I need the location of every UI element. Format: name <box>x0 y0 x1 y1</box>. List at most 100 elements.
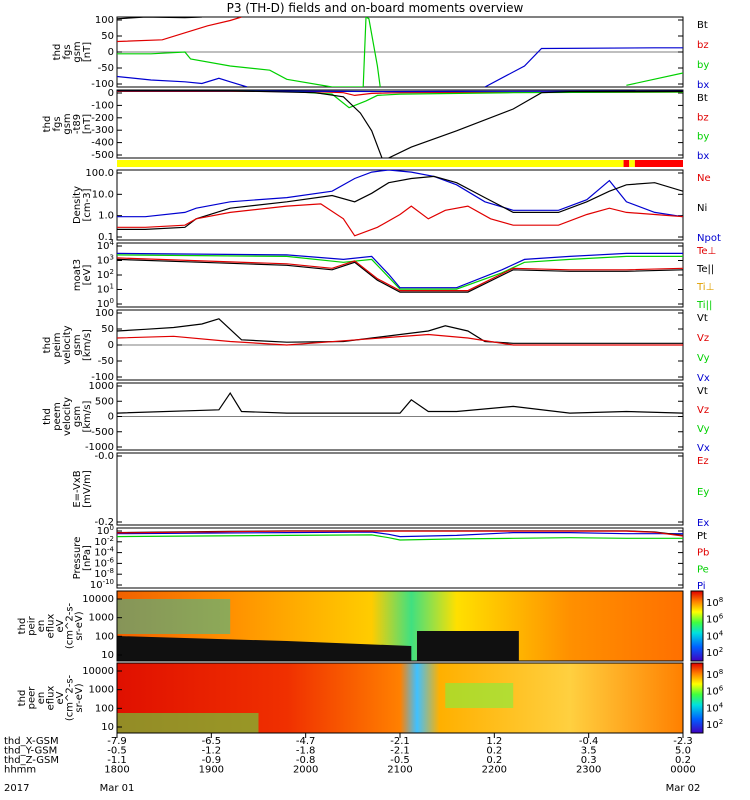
series-line-Bt <box>117 17 202 20</box>
x-tick-label: 1800 <box>104 765 129 776</box>
legend-entry: by <box>697 132 709 143</box>
y-axis-label: thd <box>52 44 63 61</box>
series-line-bx <box>484 47 683 87</box>
x-tick-label: 2000 <box>293 765 318 776</box>
x-tick-label: -1.8 <box>296 746 316 757</box>
y-tick-label: 10 <box>101 722 114 733</box>
y-axis-label: thd <box>42 337 53 354</box>
legend-entry: Vx <box>697 443 710 454</box>
x-tick-label: 2200 <box>482 765 507 776</box>
legend-entry: Ni <box>697 203 707 214</box>
y-tick-label: 10-8 <box>94 567 114 580</box>
low-energy-band <box>117 713 259 733</box>
panel-frame <box>116 242 684 308</box>
series-line-bz <box>117 17 242 43</box>
x-tick-label: 0.2 <box>486 746 502 757</box>
y-tick-label: 10 <box>101 650 114 661</box>
colorbar <box>690 662 704 734</box>
y-axis-label: [nPa] <box>82 545 93 571</box>
colorbar-tick-label: 104 <box>706 629 724 642</box>
y-axis-label: fgs <box>62 44 73 59</box>
colorbar-tick-label: 108 <box>706 668 723 681</box>
panel-fgs: 100 50 0 -50 -100 Bt bz by bx thd fgs gsm [nT] <box>52 15 709 91</box>
y-axis-label: Pressure <box>72 537 83 580</box>
y-tick-label: 0 <box>108 412 114 423</box>
y-axis-label: en <box>36 692 47 705</box>
y-axis-label: peim <box>52 332 63 357</box>
series-group <box>117 17 683 87</box>
y-axis-label: thd <box>42 116 53 133</box>
legend-entry: Bt <box>697 93 708 104</box>
y-tick-label: -0.0 <box>94 451 114 462</box>
x-tick-label: -2.3 <box>673 736 693 747</box>
y-axis-label: en <box>36 620 47 633</box>
legend-entry: Ne <box>697 173 711 184</box>
y-tick-label: 100 <box>95 703 114 714</box>
x-tick-label: 3.5 <box>581 746 597 757</box>
y-tick-label: 1000 <box>89 685 114 696</box>
panel-frame <box>116 89 684 159</box>
colorbar-tick-label: 102 <box>706 718 723 731</box>
y-axis-label: thd <box>17 618 28 635</box>
y-tick-label: -1000 <box>85 442 114 453</box>
colorbar-tick-label: 102 <box>706 646 723 659</box>
y-axis-label: sr-eV) <box>74 611 85 640</box>
y-tick-label: -500 <box>91 150 114 161</box>
x-tick-label: -1.1 <box>107 755 127 766</box>
x-date-label: Mar 02 <box>666 783 701 794</box>
y-tick-label: 10000 <box>82 666 114 677</box>
x-tick-label: 1900 <box>199 765 224 776</box>
x-tick-label: -0.9 <box>202 755 222 766</box>
legend-entry: Pb <box>697 548 709 559</box>
y-axis-label: peir <box>27 615 38 635</box>
x-tick-label: 2300 <box>576 765 601 776</box>
y-tick-label: 0.1 <box>98 232 114 243</box>
x-tick-label: 0.2 <box>486 755 502 766</box>
legend-entry: Npot <box>697 233 721 244</box>
y-tick-label: 10-2 <box>94 535 114 548</box>
legend-entry: bz <box>697 112 709 123</box>
legend-entry: Ex <box>697 518 709 529</box>
y-axis-label: E=-VxB <box>72 470 83 507</box>
panel-frame <box>116 452 684 526</box>
y-tick-label: -100 <box>91 79 114 90</box>
legend-entry: by <box>697 60 709 71</box>
x-tick-label: 1.2 <box>486 736 502 747</box>
legend-entry: Vz <box>697 333 709 344</box>
legend-entry: Ey <box>697 487 709 498</box>
x-row-label: hhmm <box>4 765 36 776</box>
y-axis-label: [km/s] <box>82 400 93 432</box>
y-tick-label: -500 <box>91 427 114 438</box>
y-axis-label: peer <box>27 686 38 710</box>
y-axis-label: eflux <box>46 614 57 639</box>
panel-fgs_rel: 0-100 -200-300 -400-500 Bt bz by bx thd fgs gsm -t… <box>42 88 709 162</box>
series-line-Te⊥ <box>117 257 683 292</box>
y-axis-label: [mV/m] <box>82 470 93 508</box>
y-axis-label: moat3 <box>72 259 83 291</box>
y-tick-label: 1.0 <box>98 211 114 222</box>
series-line-Te|| <box>117 258 683 293</box>
legend-entry: bz <box>697 40 709 51</box>
legend-entry: Vz <box>697 405 709 416</box>
mid-flux-band <box>445 683 514 708</box>
x-tick-label: -0.4 <box>579 736 599 747</box>
y-axis-label: gsm <box>72 406 83 427</box>
y-tick-label: 100.0 <box>85 168 114 179</box>
series-line-Pe <box>117 534 683 541</box>
series-line-bx <box>117 75 248 87</box>
y-axis-label: velocity <box>62 397 73 436</box>
panel-mode_bar <box>117 160 683 167</box>
y-axis-label: sr-eV) <box>74 683 85 712</box>
legend-entry: Vt <box>697 313 708 324</box>
x-tick-label: 0.2 <box>675 755 691 766</box>
series-group <box>117 90 683 158</box>
x-tick-label: 0.3 <box>581 755 597 766</box>
series-line-by <box>117 17 381 87</box>
x-tick-label: -6.5 <box>202 736 222 747</box>
y-axis-label: peem <box>52 402 63 430</box>
y-tick-label: 101 <box>97 283 114 296</box>
y-axis-label: thd <box>17 690 28 707</box>
